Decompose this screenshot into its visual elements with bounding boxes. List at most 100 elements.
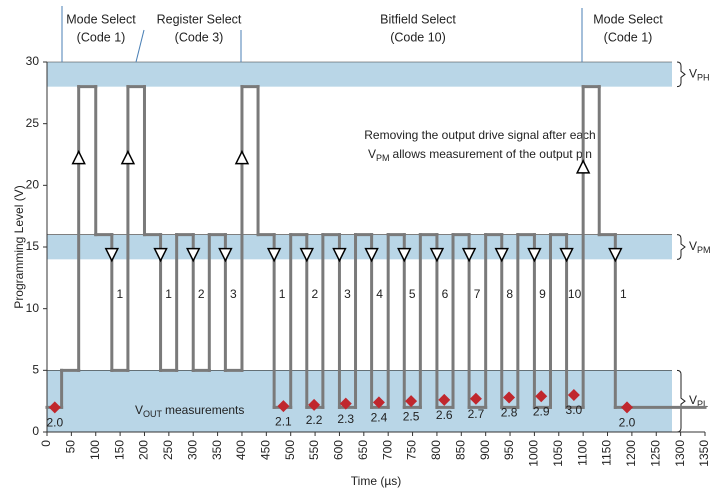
x-tick-label: 1150 bbox=[600, 440, 614, 466]
measurement-label: 2.2 bbox=[306, 413, 323, 427]
annotation-subscript: PM bbox=[376, 153, 390, 163]
pulse-label: 9 bbox=[539, 287, 546, 301]
x-tick-label: 600 bbox=[332, 440, 346, 460]
band-label: V bbox=[689, 239, 697, 253]
x-tick-label: 1300 bbox=[673, 440, 687, 467]
header-label: Register Select bbox=[157, 12, 242, 26]
measurement-point bbox=[372, 396, 385, 409]
band bbox=[47, 370, 672, 432]
pulse-label: 6 bbox=[442, 287, 449, 301]
band-label-subscript: PH bbox=[697, 73, 710, 83]
direction-arrow bbox=[104, 247, 120, 263]
band-note-subscript: OUT bbox=[143, 409, 163, 419]
y-tick-label: 15 bbox=[26, 239, 40, 253]
measurement-label: 2.3 bbox=[337, 412, 354, 426]
pulse-label: 2 bbox=[311, 287, 318, 301]
y-tick-label: 30 bbox=[26, 54, 40, 68]
measurement-point bbox=[535, 390, 548, 403]
band-label-subscript: PM bbox=[697, 245, 711, 255]
pulse-label: 2 bbox=[198, 287, 205, 301]
measurement-label: 2.1 bbox=[275, 414, 292, 428]
x-tick-label: 450 bbox=[259, 440, 273, 460]
x-tick-label: 850 bbox=[453, 440, 467, 460]
pulse-label: 8 bbox=[506, 287, 513, 301]
x-tick-label: 800 bbox=[429, 440, 443, 460]
direction-arrow bbox=[153, 247, 168, 263]
measurement-label: 3.0 bbox=[566, 403, 583, 417]
y-tick-label: 20 bbox=[26, 178, 40, 192]
band bbox=[47, 62, 672, 87]
y-tick-label: 25 bbox=[26, 116, 40, 130]
direction-arrow bbox=[266, 247, 282, 263]
y-tick-label: 5 bbox=[32, 363, 39, 377]
direction-arrow bbox=[186, 247, 201, 263]
y-axis-label: Programming Level (V) bbox=[12, 185, 26, 308]
measurement-point bbox=[339, 397, 352, 410]
measurement-point bbox=[469, 392, 482, 405]
annotation: Removing the output drive signal after e… bbox=[364, 128, 595, 142]
x-tick-label: 350 bbox=[210, 440, 224, 460]
pulse-label: 7 bbox=[474, 287, 481, 301]
measurement-label: 2.4 bbox=[371, 411, 388, 425]
x-axis-label: Time (µs) bbox=[351, 474, 401, 488]
band-note: VOUT measurements bbox=[135, 403, 244, 419]
x-tick-label: 250 bbox=[161, 440, 175, 460]
measurement-point bbox=[621, 401, 634, 414]
header-label: (Code 3) bbox=[175, 30, 224, 44]
measurement-point bbox=[405, 395, 418, 408]
header-label: Mode Select bbox=[593, 12, 663, 26]
pulse-label: 1 bbox=[279, 287, 286, 301]
band-label-subscript: PL bbox=[697, 400, 708, 410]
measurement-point bbox=[503, 391, 516, 404]
direction-arrow bbox=[364, 247, 379, 263]
measurement-label: 2.7 bbox=[468, 407, 485, 421]
direction-arrow bbox=[71, 149, 86, 165]
annotation: V bbox=[368, 147, 376, 161]
pulse-label: 1 bbox=[116, 287, 123, 301]
y-tick-label: 0 bbox=[32, 424, 39, 438]
x-tick-label: 200 bbox=[137, 440, 151, 460]
band-note: measurements bbox=[165, 403, 244, 417]
band-brace bbox=[676, 61, 686, 88]
measurement-point bbox=[48, 401, 61, 414]
x-tick-label: 1100 bbox=[575, 440, 589, 466]
measurement-label: 2.8 bbox=[501, 406, 518, 420]
direction-arrow bbox=[608, 247, 623, 263]
x-tick-label: 0 bbox=[39, 440, 53, 447]
band-label: VPH bbox=[689, 67, 710, 83]
direction-arrow bbox=[397, 247, 412, 263]
pulse-label: 5 bbox=[409, 287, 416, 301]
pulse-label: 10 bbox=[568, 287, 582, 301]
band-note: V bbox=[135, 403, 143, 417]
background-layer bbox=[47, 61, 672, 432]
direction-arrow bbox=[218, 247, 233, 263]
direction-arrow bbox=[559, 247, 574, 263]
measurement-label: 2.5 bbox=[403, 409, 420, 423]
y-tick-label: 10 bbox=[26, 301, 40, 315]
pointer-line bbox=[135, 29, 145, 63]
header-label: (Code 1) bbox=[604, 30, 653, 44]
direction-arrow bbox=[120, 149, 136, 165]
band-label: V bbox=[689, 67, 697, 81]
band-label: VPL bbox=[689, 393, 708, 409]
band-brace bbox=[676, 369, 686, 433]
band-label: V bbox=[689, 393, 697, 407]
pulse-label: 1 bbox=[620, 287, 627, 301]
x-tick-label: 300 bbox=[185, 440, 199, 460]
measurement-point bbox=[308, 398, 321, 411]
measurement-label: 2.6 bbox=[436, 408, 453, 422]
direction-arrow bbox=[494, 247, 509, 263]
x-tick-label: 700 bbox=[380, 440, 394, 460]
band bbox=[47, 234, 672, 260]
pulse-label: 3 bbox=[344, 287, 351, 301]
measurement-point bbox=[277, 400, 290, 413]
waveform bbox=[45, 85, 707, 409]
x-tick-label: 100 bbox=[88, 440, 102, 460]
pulse-label: 4 bbox=[376, 287, 383, 301]
x-tick-label: 1000 bbox=[527, 440, 541, 467]
measurement-label: 2.9 bbox=[533, 404, 550, 418]
header-label: Bitfield Select bbox=[380, 12, 456, 26]
x-tick-label: 1250 bbox=[648, 440, 662, 467]
